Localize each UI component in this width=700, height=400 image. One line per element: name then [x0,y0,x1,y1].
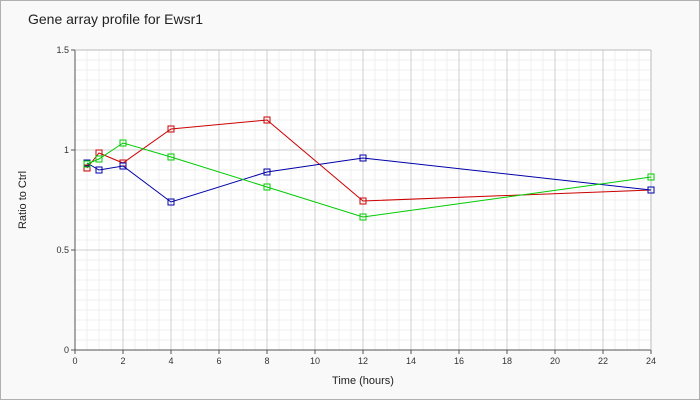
series-line [86,157,652,203]
x-tick-label: 8 [264,356,269,366]
data-point-marker [167,153,175,161]
data-point-marker [95,166,103,174]
data-point-marker [263,116,271,124]
y-axis-label: Ratio to Ctrl [17,171,29,229]
x-tick-label: 0 [72,356,77,366]
y-tick-label: 1 [64,145,69,155]
x-tick-label: 4 [168,356,173,366]
x-tick-label: 2 [120,356,125,366]
series-0 [83,116,655,205]
data-point-marker [167,125,175,133]
data-point-marker [647,186,655,194]
x-axis-label: Time (hours) [332,375,394,387]
x-tick-label: 16 [454,356,464,366]
x-tick-label: 24 [646,356,656,366]
series-group [83,116,655,221]
data-point-marker [167,198,175,206]
data-point-marker [647,173,655,181]
series-line [86,119,652,202]
data-point-marker [263,183,271,191]
x-tick-labels: 0 2 4 6 8 10 12 14 16 18 20 22 24 [72,356,656,366]
series-2 [83,139,655,221]
y-tick-label: 1.5 [56,45,69,55]
x-tick-label: 20 [550,356,560,366]
data-point-marker [83,164,91,172]
y-tick-label: 0.5 [56,245,69,255]
x-tick-label: 18 [502,356,512,366]
x-tick-label: 12 [358,356,368,366]
axes [71,49,652,354]
data-point-marker [119,139,127,147]
x-tick-label: 10 [310,356,320,366]
x-tick-label: 14 [406,356,416,366]
data-point-marker [359,213,367,221]
chart-title: Gene array profile for Ewsr1 [28,11,204,27]
y-tick-label: 0 [64,345,69,355]
data-point-marker [359,154,367,162]
data-point-marker [263,168,271,176]
x-tick-label: 22 [598,356,608,366]
y-tick-labels: 0 0.5 1 1.5 [56,45,69,355]
x-tick-label: 6 [216,356,221,366]
data-point-marker [83,160,91,168]
series-line [86,142,652,218]
data-point-marker [119,162,127,170]
data-point-marker [359,197,367,205]
data-point-marker [95,155,103,163]
